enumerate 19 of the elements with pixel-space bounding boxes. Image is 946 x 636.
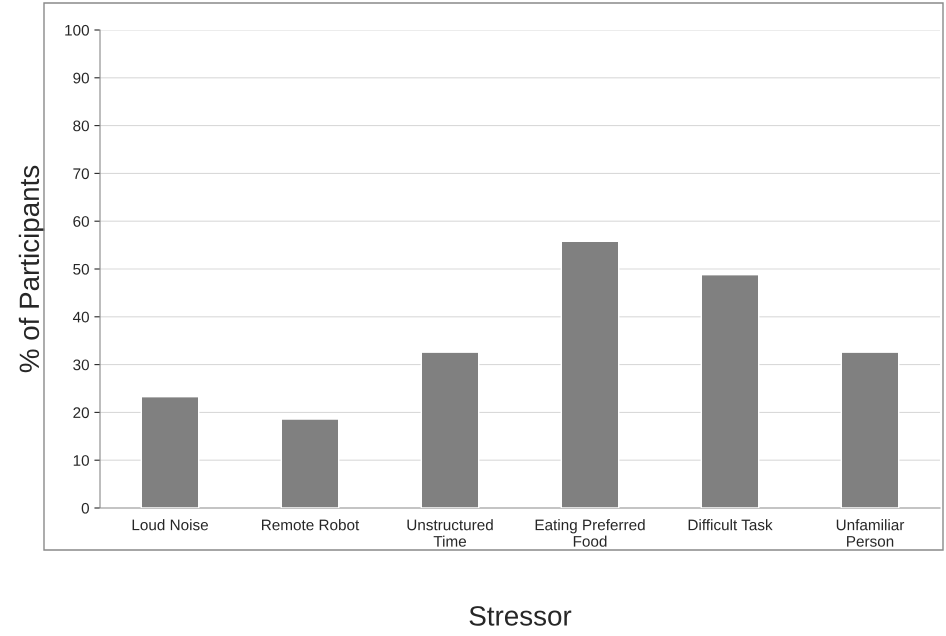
y-tick-label: 80 — [73, 120, 89, 132]
x-axis-title: Stressor — [470, 606, 572, 626]
y-tick-label: 50 — [73, 264, 89, 275]
x-tick-label: Unstructured Time — [407, 519, 493, 547]
x-tick-label: Loud Noise — [132, 519, 208, 530]
y-tick-label: 30 — [73, 359, 89, 370]
y-tick-label: 70 — [73, 168, 89, 180]
x-tick-label: Difficult Task — [688, 519, 773, 530]
y-tick-label: 90 — [73, 72, 89, 84]
x-tick-label: Unfamiliar Person — [836, 519, 904, 547]
y-axis-title: % of Participants — [18, 166, 45, 372]
y-tick-label: 60 — [73, 216, 89, 227]
y-tick-label: 100 — [65, 24, 89, 36]
y-tick-label: 10 — [74, 455, 89, 466]
x-tick-label: Remote Robot — [262, 519, 360, 530]
y-tick-label: 20 — [73, 407, 89, 418]
y-tick-label: 0 — [82, 502, 89, 514]
x-tick-label: Eating Preferred Food — [536, 519, 645, 547]
y-tick-label: 40 — [72, 312, 89, 322]
